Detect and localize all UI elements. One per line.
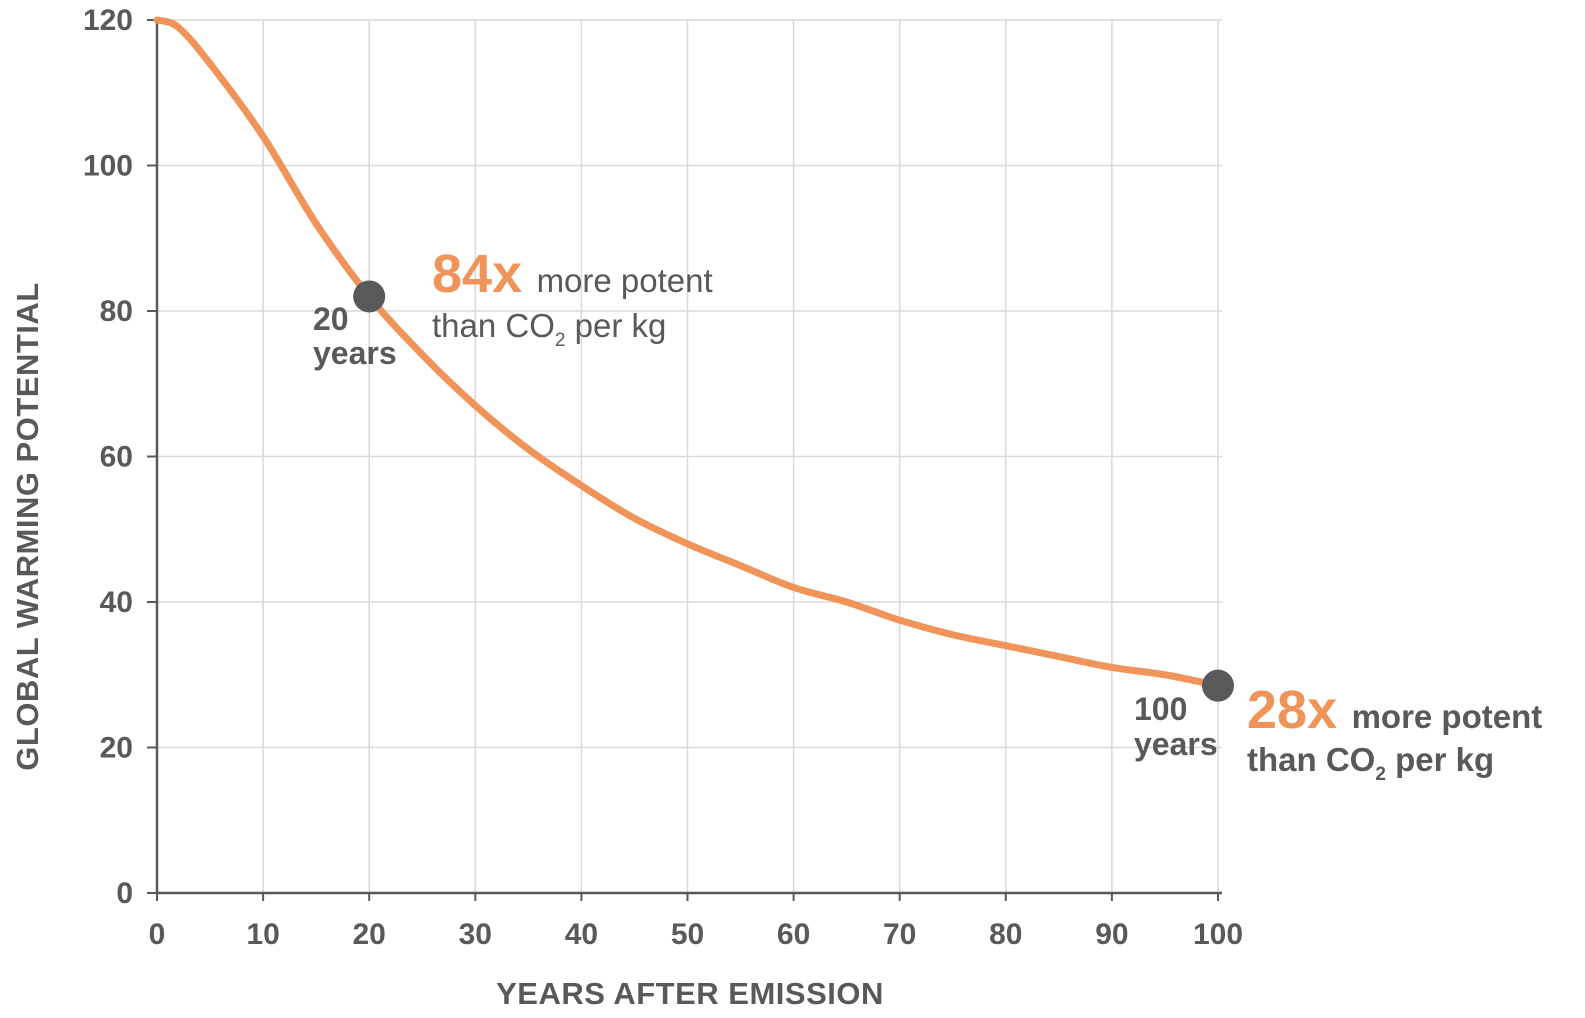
series-line-0	[153, 16, 1222, 690]
annotation-100-sub: 2	[1375, 764, 1386, 785]
grid	[157, 19, 1222, 893]
y-axis-title: GLOBAL WARMING POTENTIAL	[10, 282, 45, 770]
y-tick-label-40: 40	[100, 586, 133, 619]
highlight-point-20	[353, 280, 386, 313]
x-tick-label-10: 10	[246, 918, 279, 951]
series-group	[153, 16, 1222, 690]
y-tick-label-120: 120	[83, 4, 133, 37]
annotations: 84x more potent than CO2 per kg 28x more…	[432, 244, 1542, 785]
point-label-100-unit: years	[1134, 726, 1218, 762]
annotation-100-years: 28x more potent than CO2 per kg	[1247, 680, 1542, 785]
annotation-20-sub: 2	[555, 330, 566, 351]
x-tick-label-50: 50	[671, 918, 704, 951]
y-tick-label-20: 20	[100, 732, 133, 765]
annotation-100-line1: 28x more potent	[1247, 680, 1542, 740]
annotation-100-multiplier: 28x	[1247, 680, 1337, 740]
annotation-20-line1: 84x more potent	[432, 244, 713, 304]
x-axis-title: YEARS AFTER EMISSION	[496, 976, 884, 1011]
annotation-20-text2-post: per kg	[565, 307, 666, 344]
point-label-20-unit: years	[313, 335, 397, 371]
highlight-point-100	[1202, 669, 1234, 702]
annotation-20-text1: more potent	[537, 262, 713, 299]
annotation-20-text2-pre: than CO	[432, 307, 555, 344]
y-tick-label-80: 80	[100, 295, 133, 328]
axes	[147, 18, 1222, 901]
annotation-100-text1: more potent	[1352, 698, 1543, 735]
x-tick-label-80: 80	[989, 918, 1022, 951]
annotation-100-text2-pre: than CO	[1247, 741, 1375, 778]
annotation-20-line2: than CO2 per kg	[432, 307, 666, 351]
x-tick-label-20: 20	[353, 918, 386, 951]
y-tick-label-60: 60	[100, 441, 133, 474]
annotation-100-line2: than CO2 per kg	[1247, 741, 1494, 785]
annotation-20-years: 84x more potent than CO2 per kg	[432, 244, 713, 351]
x-tick-label-30: 30	[459, 918, 492, 951]
y-tick-label-100: 100	[83, 150, 133, 183]
x-tick-label-100: 100	[1193, 918, 1243, 951]
point-label-100-value: 100	[1134, 691, 1187, 727]
x-tick-label-0: 0	[149, 918, 166, 951]
y-tick-label-0: 0	[116, 877, 133, 910]
x-tick-label-90: 90	[1095, 918, 1128, 951]
tick-labels: 0 10 20 30 40 50 60 70 80 90 100 0 20 40 60 80 100 120	[83, 4, 1243, 951]
annotation-100-text2-post: per kg	[1386, 741, 1494, 778]
point-label-20-value: 20	[313, 301, 349, 337]
x-tick-label-70: 70	[883, 918, 916, 951]
annotation-20-multiplier: 84x	[432, 244, 522, 304]
x-tick-label-40: 40	[565, 918, 598, 951]
x-tick-label-60: 60	[777, 918, 810, 951]
